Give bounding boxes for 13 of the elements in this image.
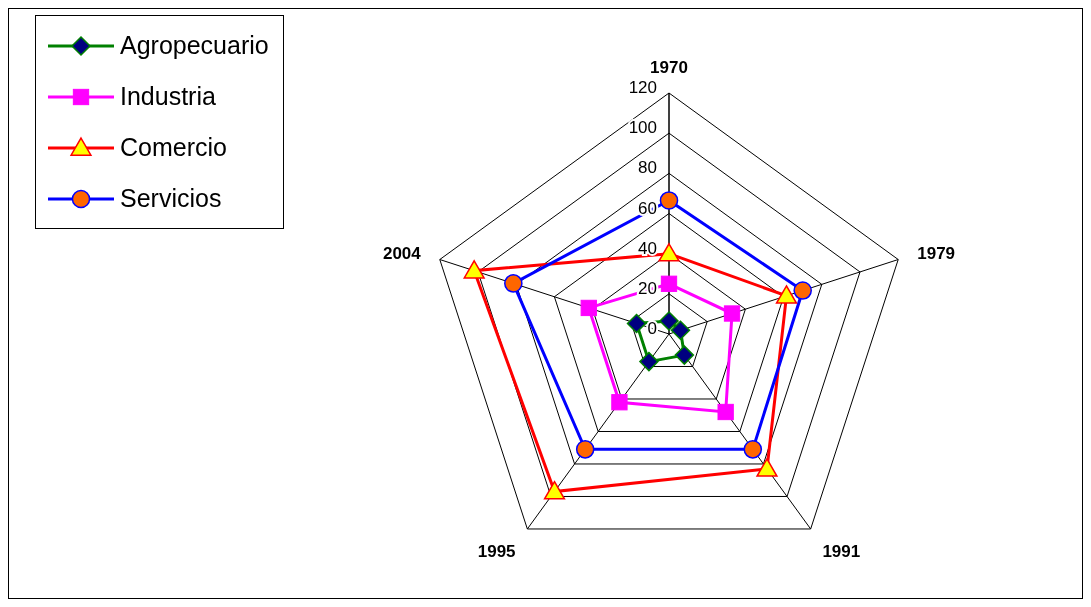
spoke-label: 2004 <box>382 244 422 264</box>
y-tick-label: 100 <box>628 118 657 138</box>
legend-label: Agropecuario <box>120 31 269 60</box>
legend-label: Servicios <box>120 184 222 213</box>
spoke-label: 1991 <box>822 542 861 562</box>
legend-label: Comercio <box>120 133 227 162</box>
spoke-label: 1979 <box>917 244 956 264</box>
spoke-label: 1995 <box>477 542 516 562</box>
y-tick-label: 40 <box>638 238 657 258</box>
y-tick-label: 120 <box>628 78 657 97</box>
spoke-label: 1970 <box>650 58 688 77</box>
y-tick-label: 80 <box>638 158 657 178</box>
legend-label: Industria <box>120 82 216 111</box>
